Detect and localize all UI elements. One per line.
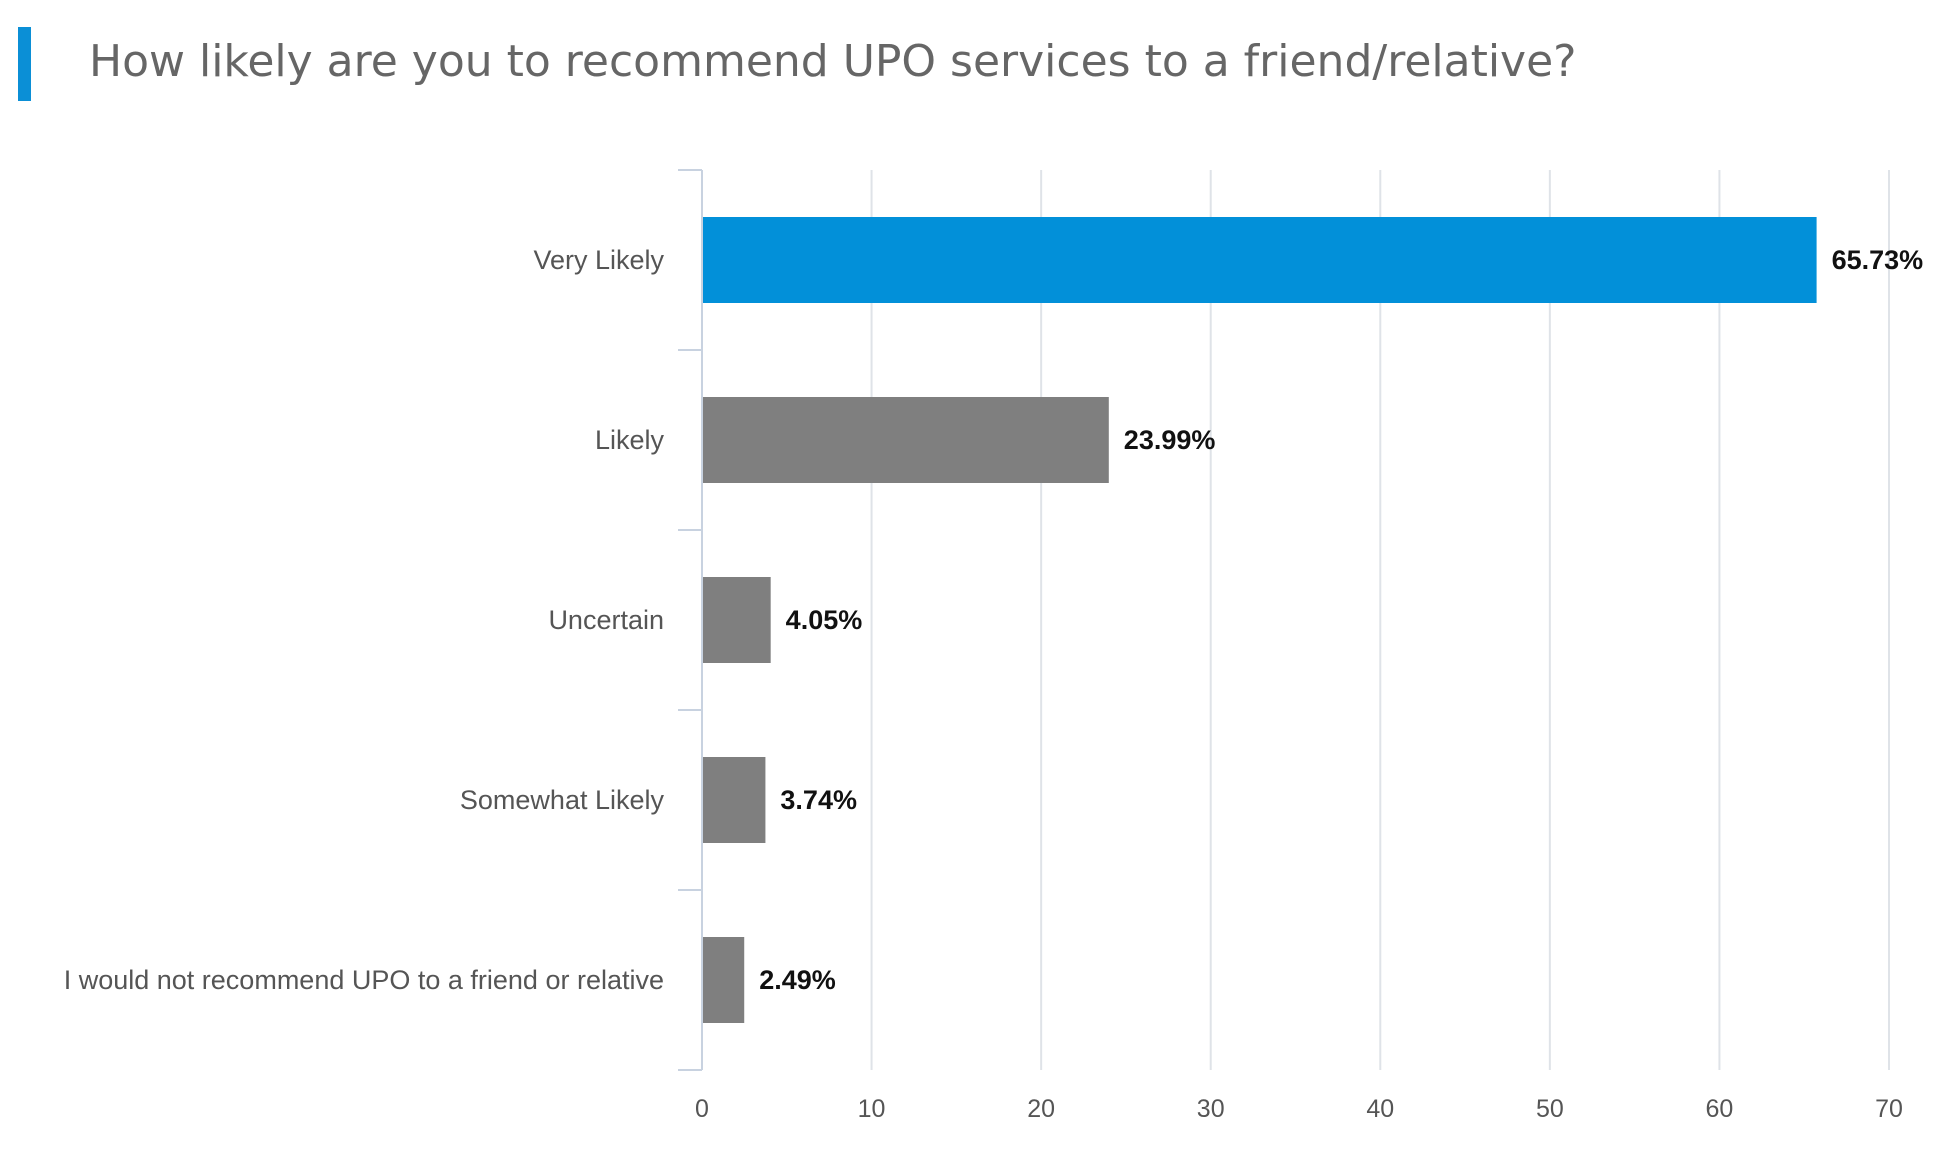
x-tick-label-10: 10 bbox=[858, 1095, 886, 1123]
title-accent-bar bbox=[18, 27, 31, 101]
category-label-2: Likely bbox=[595, 425, 665, 455]
category-label-3: Uncertain bbox=[548, 605, 664, 635]
value-label-3: 4.05% bbox=[786, 605, 863, 635]
x-tick-label-50: 50 bbox=[1536, 1095, 1564, 1123]
grid-lines bbox=[870, 170, 1890, 1070]
value-label-2: 23.99% bbox=[1124, 425, 1216, 455]
bar-5 bbox=[703, 937, 745, 1023]
bar-4 bbox=[703, 757, 766, 843]
category-axis bbox=[678, 169, 703, 1071]
x-tick-label-0: 0 bbox=[695, 1095, 709, 1123]
value-label-4: 3.74% bbox=[780, 785, 857, 815]
bar-1 bbox=[703, 217, 1817, 303]
x-tick-label-60: 60 bbox=[1706, 1095, 1734, 1123]
x-tick-label-20: 20 bbox=[1027, 1095, 1055, 1123]
category-label-5: I would not recommend UPO to a friend or… bbox=[64, 965, 664, 995]
bar-2 bbox=[703, 397, 1109, 483]
value-label-1: 65.73% bbox=[1832, 245, 1924, 275]
bars bbox=[703, 217, 1817, 1023]
bar-3 bbox=[703, 577, 771, 663]
labels: Very Likely 65.73% Likely 23.99% Uncertain 4.… bbox=[64, 245, 1923, 995]
x-tick-label-40: 40 bbox=[1366, 1095, 1394, 1123]
x-axis-ticks: 0 10 20 30 40 50 60 70 bbox=[695, 1095, 1903, 1123]
x-tick-label-30: 30 bbox=[1197, 1095, 1225, 1123]
value-label-5: 2.49% bbox=[759, 965, 836, 995]
category-label-1: Very Likely bbox=[533, 245, 664, 275]
chart-title: How likely are you to recommend UPO serv… bbox=[89, 36, 1577, 87]
x-tick-label-70: 70 bbox=[1875, 1095, 1903, 1123]
category-label-4: Somewhat Likely bbox=[460, 785, 665, 815]
